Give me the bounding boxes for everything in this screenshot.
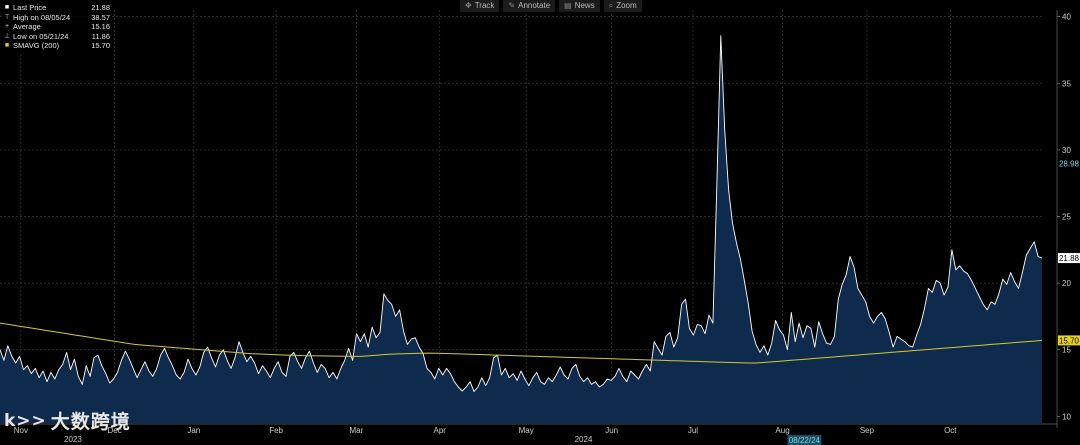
x-tick-label: Mar [349, 426, 363, 435]
badge-label-price: 21.88 [1059, 254, 1080, 263]
watermark-logo-icon: k>> [4, 410, 47, 431]
y-tick-label: 40 [1062, 13, 1071, 22]
zoom-button[interactable]: ⌕ Zoom [603, 0, 642, 12]
annotate-icon: ✎ [508, 1, 516, 10]
legend-row-low[interactable]: ⊥ Low on 05/21/24 11.86 [4, 32, 110, 42]
x-year-label: 2023 [64, 435, 82, 444]
x-tick-label: May [519, 426, 534, 435]
chart-legend: ■ Last Price 21.88 ⊤ High on 08/05/24 38.5… [2, 2, 112, 52]
legend-label: Last Price [13, 3, 47, 12]
legend-row-last-price[interactable]: ■ Last Price 21.88 [4, 3, 110, 13]
legend-row-high[interactable]: ⊤ High on 08/05/24 38.57 [4, 13, 110, 23]
legend-row-average[interactable]: + Average 15.16 [4, 22, 110, 32]
last-price-swatch-icon: ■ [4, 4, 10, 11]
chart-toolbar: ✥ Track ✎ Annotate ▤ News ⌕ Zoom [460, 0, 642, 12]
legend-label: SMAVG (200) [13, 41, 60, 50]
x-highlight-label: 08/22/24 [789, 436, 821, 445]
legend-row-smavg[interactable]: ■ SMAVG (200) 15.70 [4, 41, 110, 51]
x-axis: Nov Dec Jan Feb Mar Apr May Jun Jul Aug Sep Oct 2023… [0, 423, 1057, 445]
y-tick-label: 15 [1062, 346, 1071, 355]
legend-value: 38.57 [91, 12, 110, 22]
news-icon: ▤ [564, 1, 572, 10]
badge-box-price [1058, 253, 1080, 264]
legend-value: 11.86 [91, 31, 110, 41]
x-tick-label: Jan [187, 426, 200, 435]
average-marker-icon: + [4, 23, 10, 30]
x-tick-label: Oct [944, 426, 957, 435]
y-tick-label: 35 [1062, 79, 1071, 88]
badge-label-smavg: 15.70 [1059, 336, 1080, 345]
y-tick-label: 30 [1062, 146, 1071, 155]
y-tick-label: 25 [1062, 213, 1071, 222]
high-marker-icon: ⊤ [4, 13, 11, 21]
price-line [0, 35, 1043, 393]
y-tick-label: 20 [1062, 279, 1071, 288]
annotate-button[interactable]: ✎ Annotate [503, 0, 556, 12]
x-tick-label: Nov [14, 426, 28, 435]
x-tick-label: Dec [108, 426, 122, 435]
low-marker-icon: ⊥ [4, 32, 11, 40]
y-tick-label: 10 [1062, 412, 1071, 421]
legend-label: Average [13, 22, 41, 31]
smavg-line [0, 322, 1043, 364]
track-label: Track [474, 1, 495, 10]
legend-label: Low on 05/21/24 [13, 31, 69, 41]
price-area [0, 35, 1042, 423]
x-tick-label: Feb [269, 426, 283, 435]
watermark: k>> 大数跨境 [4, 407, 131, 434]
price-badges: 28.98 21.88 15.70 [1058, 159, 1080, 346]
x-tick-label: Sep [860, 426, 875, 435]
x-tick-label: Apr [433, 426, 446, 435]
x-tick-label: Aug [775, 426, 789, 435]
track-button[interactable]: ✥ Track [460, 0, 500, 12]
legend-value: 15.70 [91, 41, 110, 50]
news-button[interactable]: ▤ News [559, 0, 600, 12]
legend-label: High on 08/05/24 [13, 12, 71, 22]
x-tick-label: Jul [688, 426, 698, 435]
chart-plot [0, 35, 1043, 423]
zoom-icon: ⌕ [608, 1, 614, 10]
watermark-text: 大数跨境 [50, 412, 131, 433]
zoom-label: Zoom [616, 1, 637, 10]
legend-value: 21.88 [91, 3, 110, 12]
x-year-label: 2024 [575, 435, 593, 444]
track-icon: ✥ [465, 1, 472, 10]
annotate-label: Annotate [518, 1, 551, 10]
badge-label-prev: 28.98 [1059, 159, 1080, 168]
y-axis: 10 15 20 25 30 35 40 [1056, 10, 1071, 428]
x-tick-label: Jun [605, 426, 618, 435]
news-label: News [574, 1, 595, 10]
badge-box-smavg [1058, 335, 1080, 346]
legend-value: 15.16 [91, 22, 110, 31]
x-highlight-box [787, 435, 822, 445]
smavg-swatch-icon: ■ [4, 42, 10, 49]
